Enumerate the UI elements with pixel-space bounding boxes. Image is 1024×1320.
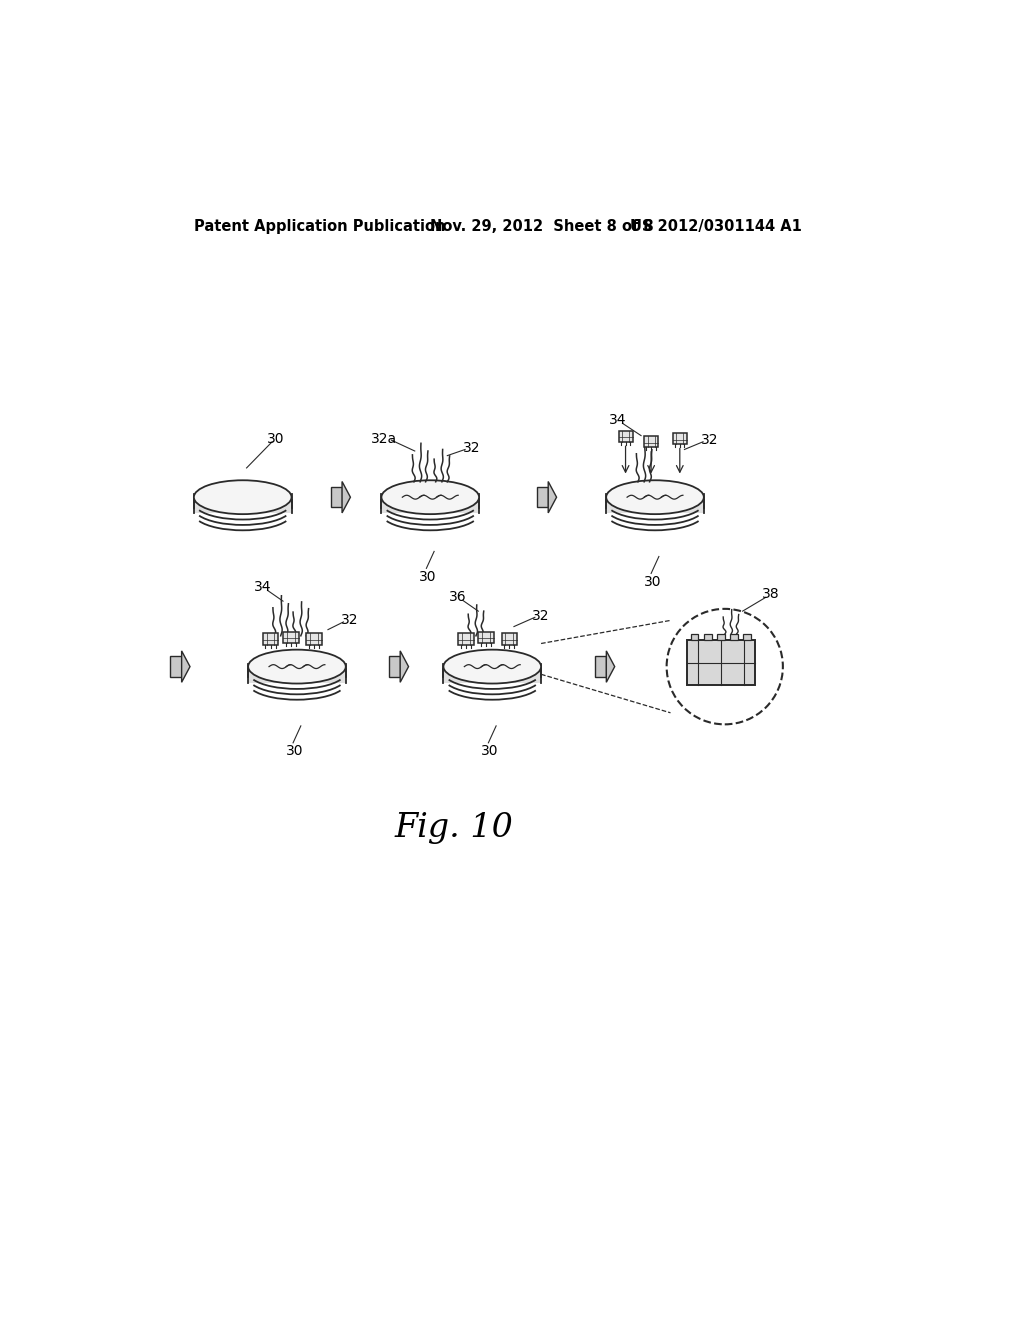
Ellipse shape [443, 649, 541, 684]
Text: 30: 30 [644, 576, 662, 589]
Text: 32: 32 [463, 441, 480, 455]
Bar [170, 656, 181, 677]
FancyBboxPatch shape [194, 498, 292, 513]
Ellipse shape [381, 480, 479, 515]
Text: 30: 30 [481, 744, 499, 758]
Bar [502, 634, 517, 644]
FancyBboxPatch shape [443, 667, 541, 672]
Text: 32: 32 [341, 614, 358, 627]
Ellipse shape [248, 649, 346, 684]
Text: Patent Application Publication: Patent Application Publication [194, 219, 445, 234]
Bar [687, 640, 755, 685]
Text: 30: 30 [419, 570, 436, 583]
Bar [703, 635, 712, 640]
Bar [283, 631, 299, 643]
FancyBboxPatch shape [606, 498, 703, 508]
Ellipse shape [194, 480, 292, 515]
Bar [263, 634, 279, 644]
FancyBboxPatch shape [443, 667, 541, 677]
FancyBboxPatch shape [381, 498, 479, 508]
FancyBboxPatch shape [248, 667, 346, 672]
Ellipse shape [606, 480, 703, 515]
Text: 30: 30 [266, 432, 284, 446]
Text: 32: 32 [532, 609, 550, 623]
Bar [331, 487, 342, 507]
Text: Fig. 10: Fig. 10 [394, 812, 513, 845]
Bar [389, 656, 400, 677]
Text: Nov. 29, 2012  Sheet 8 of 8: Nov. 29, 2012 Sheet 8 of 8 [430, 219, 654, 234]
FancyBboxPatch shape [381, 498, 479, 503]
Bar [595, 656, 606, 677]
FancyBboxPatch shape [194, 498, 292, 508]
Bar [730, 635, 738, 640]
Polygon shape [181, 651, 190, 682]
FancyBboxPatch shape [248, 667, 346, 677]
Text: 34: 34 [254, 581, 271, 594]
Polygon shape [342, 482, 350, 513]
FancyBboxPatch shape [194, 498, 292, 503]
Polygon shape [400, 651, 409, 682]
Bar [673, 433, 687, 444]
Bar [690, 635, 698, 640]
Text: 32: 32 [700, 433, 718, 447]
Text: 38: 38 [762, 587, 779, 601]
FancyBboxPatch shape [606, 498, 703, 503]
Bar [618, 430, 633, 442]
FancyBboxPatch shape [248, 667, 346, 682]
FancyBboxPatch shape [606, 498, 703, 513]
Bar [743, 635, 751, 640]
Bar [537, 487, 548, 507]
FancyBboxPatch shape [381, 498, 479, 513]
Bar [458, 634, 474, 644]
Bar [306, 634, 322, 644]
Text: 32a: 32a [371, 432, 397, 446]
Bar [644, 437, 658, 447]
Text: US 2012/0301144 A1: US 2012/0301144 A1 [630, 219, 802, 234]
Bar [717, 635, 725, 640]
Polygon shape [606, 651, 614, 682]
Polygon shape [548, 482, 557, 513]
Text: 30: 30 [286, 744, 303, 758]
FancyBboxPatch shape [443, 667, 541, 682]
Text: 36: 36 [450, 590, 467, 605]
Bar [478, 631, 494, 643]
Text: 34: 34 [609, 413, 627, 428]
